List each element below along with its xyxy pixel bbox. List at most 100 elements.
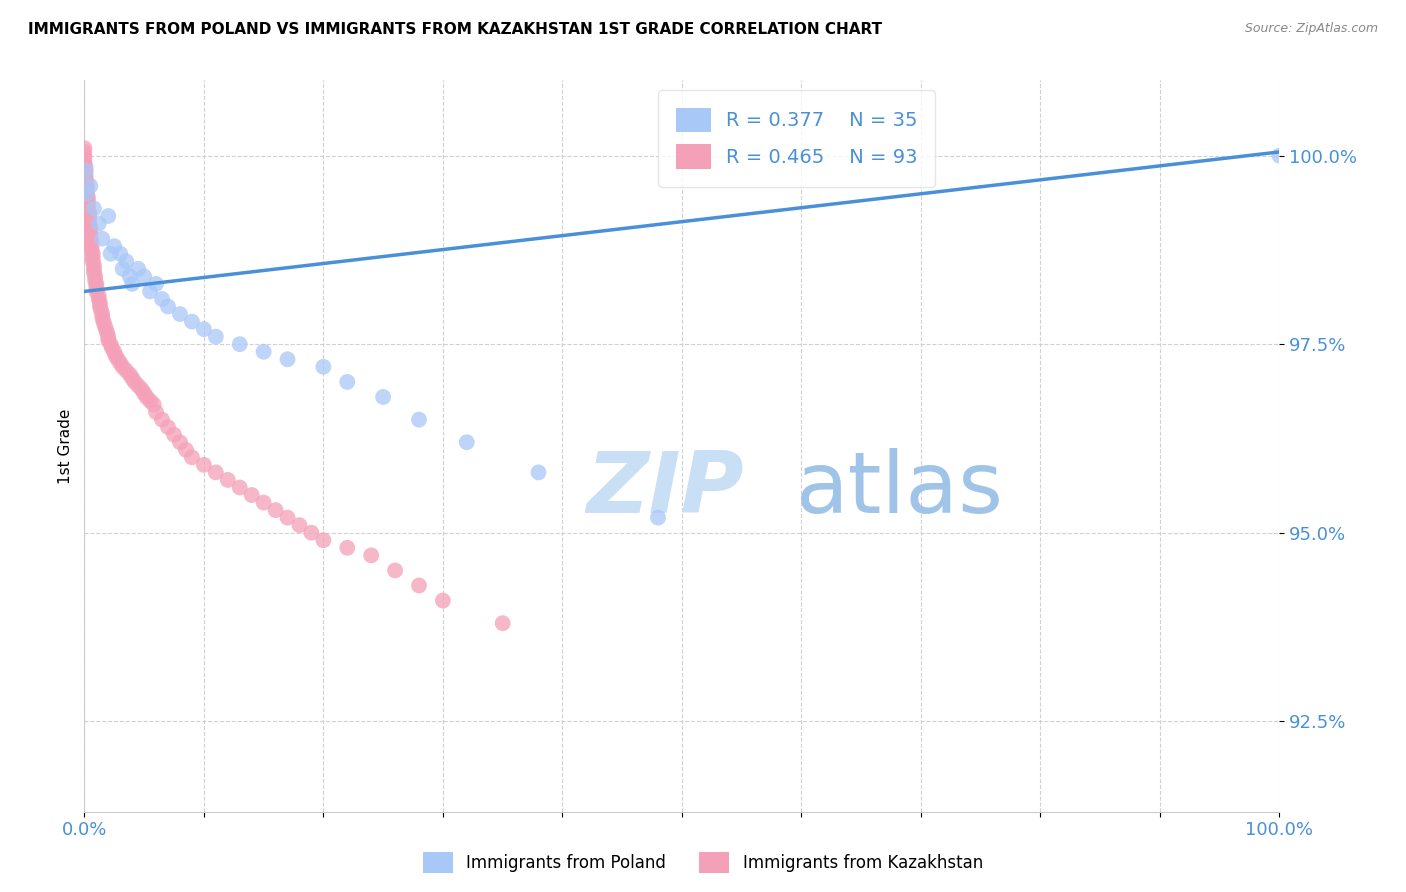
- Point: [312, 533, 335, 548]
- Point: [93, 315, 115, 329]
- Point: [80, 235, 103, 250]
- Point: [121, 277, 143, 291]
- Point: [104, 349, 127, 363]
- Point: [83, 261, 105, 276]
- Point: [77, 190, 100, 204]
- Point: [75, 163, 97, 178]
- Point: [124, 375, 146, 389]
- Point: [79, 224, 101, 238]
- Point: [77, 202, 100, 216]
- Point: [277, 352, 299, 367]
- Point: [301, 525, 323, 540]
- Point: [75, 171, 97, 186]
- Text: IMMIGRANTS FROM POLAND VS IMMIGRANTS FROM KAZAKHSTAN 1ST GRADE CORRELATION CHART: IMMIGRANTS FROM POLAND VS IMMIGRANTS FRO…: [28, 22, 882, 37]
- Point: [89, 295, 111, 310]
- Point: [336, 541, 359, 555]
- Point: [100, 337, 122, 351]
- Point: [492, 616, 515, 631]
- Point: [456, 435, 478, 450]
- Point: [86, 285, 108, 299]
- Point: [288, 518, 311, 533]
- Point: [169, 307, 191, 321]
- Point: [118, 269, 141, 284]
- Point: [163, 427, 186, 442]
- Point: [97, 334, 120, 348]
- Point: [121, 371, 143, 385]
- Point: [111, 359, 134, 374]
- Point: [336, 375, 359, 389]
- Point: [77, 217, 100, 231]
- Point: [217, 473, 239, 487]
- Point: [131, 383, 153, 397]
- Point: [527, 466, 550, 480]
- Point: [77, 205, 100, 219]
- Point: [253, 344, 276, 359]
- Point: [73, 145, 96, 159]
- Text: ZIP: ZIP: [586, 449, 744, 532]
- Point: [253, 495, 276, 509]
- Point: [169, 435, 191, 450]
- Point: [408, 578, 430, 592]
- Point: [142, 398, 165, 412]
- Point: [83, 202, 105, 216]
- Point: [132, 269, 156, 284]
- Point: [193, 322, 215, 336]
- Point: [193, 458, 215, 472]
- Point: [132, 386, 156, 401]
- Y-axis label: 1st Grade: 1st Grade: [58, 409, 73, 483]
- Point: [76, 183, 98, 197]
- Point: [373, 390, 395, 404]
- Text: Source: ZipAtlas.com: Source: ZipAtlas.com: [1244, 22, 1378, 36]
- Point: [101, 341, 124, 355]
- Point: [103, 344, 125, 359]
- Point: [75, 160, 97, 174]
- Point: [82, 254, 104, 268]
- Point: [91, 307, 114, 321]
- Point: [76, 186, 98, 201]
- Point: [73, 153, 96, 167]
- Point: [75, 163, 97, 178]
- Point: [111, 261, 134, 276]
- Point: [205, 466, 228, 480]
- Point: [205, 329, 228, 343]
- Point: [97, 329, 120, 343]
- Point: [127, 261, 149, 276]
- Point: [84, 269, 107, 284]
- Point: [115, 363, 138, 377]
- Point: [87, 288, 110, 302]
- Point: [73, 149, 96, 163]
- Point: [145, 405, 167, 419]
- Point: [80, 239, 103, 253]
- Point: [91, 310, 114, 325]
- Point: [127, 378, 149, 392]
- Point: [100, 246, 122, 260]
- Point: [77, 209, 100, 223]
- Point: [83, 266, 105, 280]
- Point: [432, 593, 454, 607]
- Point: [150, 292, 173, 306]
- Point: [91, 232, 114, 246]
- Point: [157, 300, 180, 314]
- Point: [181, 450, 204, 465]
- Point: [94, 322, 117, 336]
- Point: [135, 390, 157, 404]
- Point: [229, 480, 252, 494]
- Point: [87, 292, 110, 306]
- Point: [77, 212, 100, 227]
- Point: [80, 243, 103, 257]
- Point: [107, 352, 129, 367]
- Legend: R = 0.377    N = 35, R = 0.465    N = 93: R = 0.377 N = 35, R = 0.465 N = 93: [658, 90, 935, 186]
- Point: [97, 209, 120, 223]
- Point: [264, 503, 287, 517]
- Point: [1268, 149, 1291, 163]
- Point: [647, 510, 669, 524]
- Point: [77, 197, 100, 211]
- Legend: Immigrants from Poland, Immigrants from Kazakhstan: Immigrants from Poland, Immigrants from …: [416, 846, 990, 880]
- Point: [76, 178, 98, 193]
- Point: [76, 186, 98, 201]
- Point: [118, 368, 141, 382]
- Point: [181, 315, 204, 329]
- Point: [89, 300, 111, 314]
- Point: [139, 393, 162, 408]
- Point: [73, 141, 96, 155]
